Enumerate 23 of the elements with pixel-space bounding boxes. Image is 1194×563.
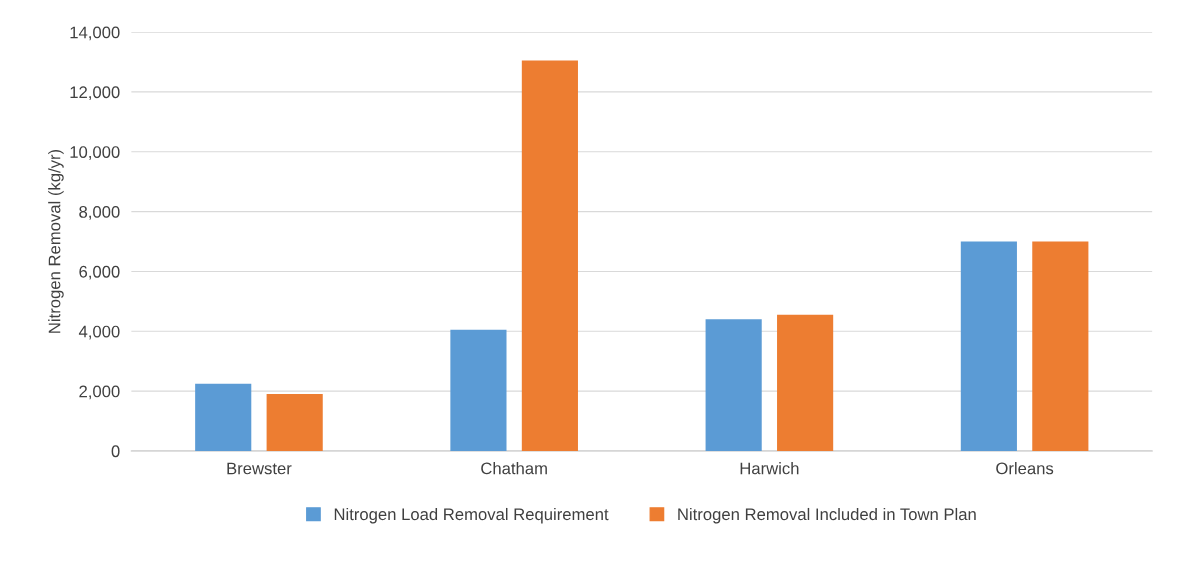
bar bbox=[960, 241, 1017, 451]
y-tick-label: 8,000 bbox=[79, 206, 120, 220]
bar bbox=[266, 394, 323, 451]
bar bbox=[521, 60, 578, 451]
x-tick-label: Brewster bbox=[227, 462, 292, 475]
bar bbox=[777, 314, 834, 451]
x-tick-label: Orleans bbox=[996, 462, 1054, 475]
y-tick-label: 12,000 bbox=[70, 86, 120, 101]
y-tick-label: 6,000 bbox=[79, 265, 120, 280]
y-tick-label: 14,000 bbox=[70, 26, 120, 41]
x-tick-label: Harwich bbox=[740, 462, 799, 475]
bar bbox=[1032, 241, 1089, 451]
x-tick-label: Chatham bbox=[481, 462, 547, 475]
y-tick-label: 10,000 bbox=[70, 146, 120, 160]
bar bbox=[450, 329, 507, 451]
legend-label: Nitrogen Load Removal Requirement bbox=[334, 507, 609, 524]
y-axis-title: Nitrogen Removal (kg/yr) bbox=[48, 149, 64, 333]
bar bbox=[705, 319, 762, 451]
bar bbox=[195, 383, 252, 451]
y-tick-label: 0 bbox=[111, 445, 120, 458]
legend-label: Nitrogen Removal Included in Town Plan bbox=[678, 507, 976, 524]
y-tick-label: 4,000 bbox=[78, 325, 120, 340]
y-tick-label: 2,000 bbox=[79, 385, 120, 400]
